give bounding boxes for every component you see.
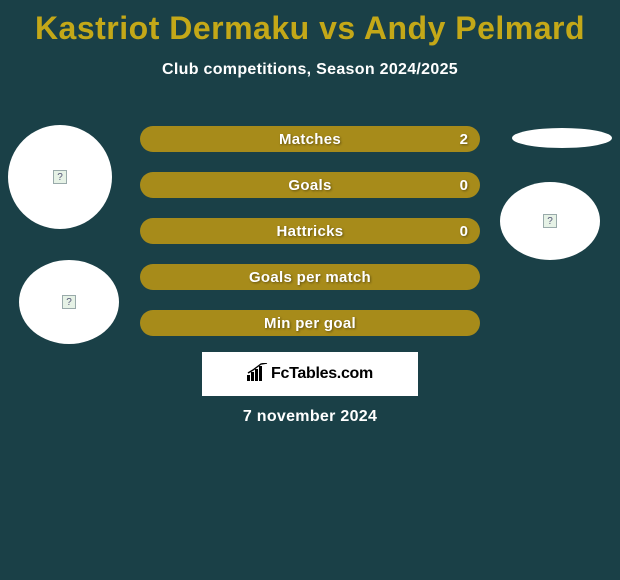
bar-row: Hattricks 0	[140, 218, 480, 244]
brand-label: FcTables.com	[271, 365, 373, 383]
decorative-ellipse	[512, 128, 612, 148]
player-photo-right: ?	[500, 182, 600, 260]
stats-bars: Matches 2 Goals 0 Hattricks 0 Goals per …	[140, 126, 480, 356]
missing-image-icon: ?	[543, 214, 557, 228]
brand-text: FcTables.com	[247, 363, 373, 386]
bar-value: 0	[460, 218, 468, 244]
missing-image-icon: ?	[53, 170, 67, 184]
missing-image-icon: ?	[62, 295, 76, 309]
bar-label: Hattricks	[140, 218, 480, 244]
chart-icon	[247, 363, 269, 386]
bar-value: 2	[460, 126, 468, 152]
brand-box: FcTables.com	[202, 352, 418, 396]
player-photo-left-bottom: ?	[19, 260, 119, 344]
bar-label: Matches	[140, 126, 480, 152]
bar-value: 0	[460, 172, 468, 198]
bar-label: Goals per match	[140, 264, 480, 290]
player-photo-left-top: ?	[8, 125, 112, 229]
footer-date: 7 november 2024	[0, 408, 620, 426]
bar-row: Min per goal	[140, 310, 480, 336]
page-subtitle: Club competitions, Season 2024/2025	[0, 61, 620, 79]
bar-row: Goals per match	[140, 264, 480, 290]
bar-row: Goals 0	[140, 172, 480, 198]
bar-label: Goals	[140, 172, 480, 198]
page-title: Kastriot Dermaku vs Andy Pelmard	[0, 0, 620, 47]
bar-label: Min per goal	[140, 310, 480, 336]
bar-row: Matches 2	[140, 126, 480, 152]
